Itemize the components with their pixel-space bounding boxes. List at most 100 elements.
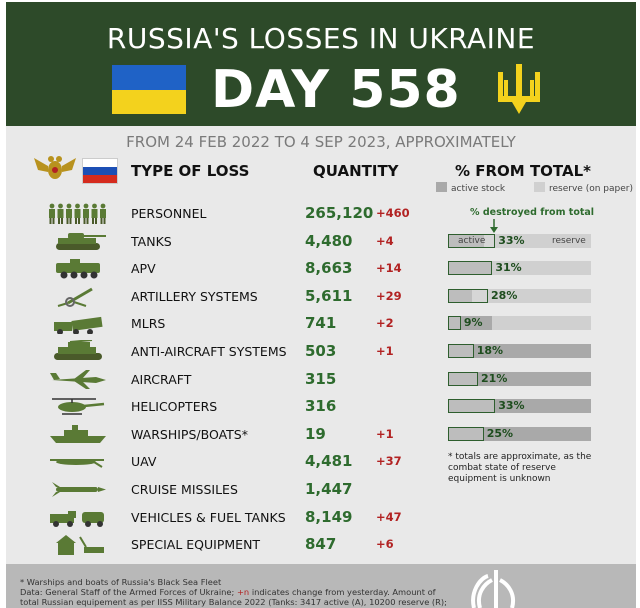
daily-change: +1 [376, 426, 394, 441]
percent-label: 33% [498, 233, 525, 247]
column-header-percent: % FROM TOTAL* [455, 162, 592, 180]
footer-line-2: Data: General Staff of the Armed Forces … [20, 587, 436, 597]
reserve-swatch [534, 182, 545, 192]
table-row: ARTILLERY SYSTEMS 5,611 +29 28% [6, 284, 636, 310]
russian-emblem-icon [34, 156, 76, 179]
column-header-type: TYPE OF LOSS [131, 162, 250, 180]
loss-quantity: 4,480 [305, 231, 353, 250]
loss-quantity: 315 [305, 369, 337, 388]
active-stock-bar [448, 316, 493, 331]
anti-aircraft-icon [54, 340, 102, 360]
daily-change: +2 [376, 316, 394, 331]
loss-type: UAV [131, 454, 157, 470]
percent-bar: 21% [448, 371, 591, 386]
legend-active: active stock [436, 182, 505, 194]
destroyed-bar [448, 399, 496, 414]
loss-quantity: 503 [305, 342, 337, 360]
loss-quantity: 19 [305, 424, 326, 443]
artillery-icon [57, 287, 93, 307]
table-row: AIRCRAFT 315 21% [6, 367, 636, 393]
loss-quantity: 316 [305, 397, 337, 416]
loss-quantity: 8,149 [305, 507, 353, 526]
active-stock-bar [448, 399, 591, 414]
percent-bar: 31% [448, 261, 591, 276]
destroyed-bar [448, 288, 489, 303]
table-row: TANKS 4,480 +4 33% active reserve [6, 229, 636, 255]
daily-change: +6 [376, 537, 394, 552]
percent-bar: 33% [448, 399, 591, 414]
percent-label: 21% [481, 371, 508, 385]
percent-label: 18% [476, 344, 504, 357]
arrow-down-icon [490, 219, 498, 233]
table-row: PERSONNEL 265,120 +460 [6, 201, 636, 227]
loss-type: PERSONNEL [131, 206, 207, 221]
destroyed-bar [448, 426, 484, 441]
footnote-right: * totals are approximate, as the combat … [448, 452, 592, 484]
russia-flag-icon [82, 158, 118, 184]
loss-type: ANTI-AIRCRAFT SYSTEMS [131, 344, 287, 359]
legend-reserve: reserve (on paper) [534, 182, 633, 194]
loss-quantity: 265,120 [305, 204, 374, 222]
daily-change: +29 [376, 288, 402, 303]
infographic-card: RUSSIA'S LOSSES IN UKRAINE DAY 558 FROM … [6, 2, 636, 608]
loss-quantity: 847 [305, 535, 337, 554]
daily-change: +460 [376, 206, 410, 220]
percent-label: 9% [463, 316, 483, 330]
active-swatch [436, 182, 447, 192]
active-stock-bar [448, 344, 591, 358]
daily-change: +14 [376, 261, 402, 276]
period-subtitle: FROM 24 FEB 2022 TO 4 SEP 2023, APPROXIM… [126, 133, 516, 151]
percent-bar: 33% active reserve [448, 233, 591, 248]
percent-label: 28% [491, 288, 518, 302]
column-header-quantity: QUANTITY [313, 162, 399, 180]
loss-type: ARTILLERY SYSTEMS [131, 288, 258, 304]
footer-line-1: * Warships and boats of Russia's Black S… [20, 577, 222, 587]
loss-type: VEHICLES & FUEL TANKS [131, 509, 286, 525]
table-row: CRUISE MISSILES 1,447 [6, 477, 636, 503]
trident-icon [498, 64, 540, 114]
percent-bar: 9% [448, 316, 591, 331]
active-stock-bar [448, 233, 484, 248]
vehicles-icon [50, 510, 104, 527]
percent-bar: 18% [448, 344, 591, 358]
loss-quantity: 8,663 [305, 259, 353, 278]
table-row: HELICOPTERS 316 33% [6, 394, 636, 420]
header-banner: RUSSIA'S LOSSES IN UKRAINE DAY 558 [6, 2, 636, 126]
loss-quantity: 4,481 [305, 452, 353, 471]
loss-type: WARSHIPS/BOATS* [131, 426, 248, 442]
destroyed-bar [448, 261, 493, 276]
soldiers-icon [49, 203, 106, 224]
daily-change: +47 [376, 509, 402, 524]
active-stock-bar [448, 371, 591, 386]
percent-bar: 25% [448, 426, 591, 441]
footer-line-3: total Russian equipement as per IISS Mil… [20, 597, 447, 607]
day-counter: DAY 558 [211, 60, 461, 120]
table-row: VEHICLES & FUEL TANKS 8,149 +47 [6, 505, 636, 531]
percent-bar: 28% [448, 288, 591, 303]
loss-type: HELICOPTERS [131, 399, 218, 415]
loss-quantity: 5,611 [305, 286, 353, 305]
active-stock-bar [448, 288, 473, 303]
destroyed-note: % destroyed from total [470, 207, 595, 218]
percent-label: 33% [498, 399, 525, 413]
active-stock-bar [448, 261, 493, 276]
legend-reserve-label: reserve (on paper) [549, 184, 633, 194]
destroyed-bar [448, 233, 496, 248]
percent-label: 25% [486, 426, 514, 440]
table-row: APV 8,663 +14 31% [6, 256, 636, 282]
table-row: MLRS 741 +2 9% [6, 311, 636, 337]
mlrs-icon [54, 317, 103, 335]
cruise-missile-icon [52, 482, 106, 497]
logo-icon [471, 570, 515, 608]
table-row: ANTI-AIRCRAFT SYSTEMS 503 +1 18% [6, 339, 636, 365]
destroyed-bar [448, 371, 479, 386]
destroyed-bar [448, 344, 474, 358]
loss-quantity: 741 [305, 314, 337, 333]
footer: * Warships and boats of Russia's Black S… [6, 564, 636, 608]
daily-change: +4 [376, 233, 394, 248]
active-stock-bar [448, 426, 591, 441]
destroyed-bar [448, 316, 461, 331]
bar-active-label: active [458, 235, 486, 246]
aircraft-icon [50, 369, 106, 389]
loss-quantity: 1,447 [305, 480, 353, 498]
